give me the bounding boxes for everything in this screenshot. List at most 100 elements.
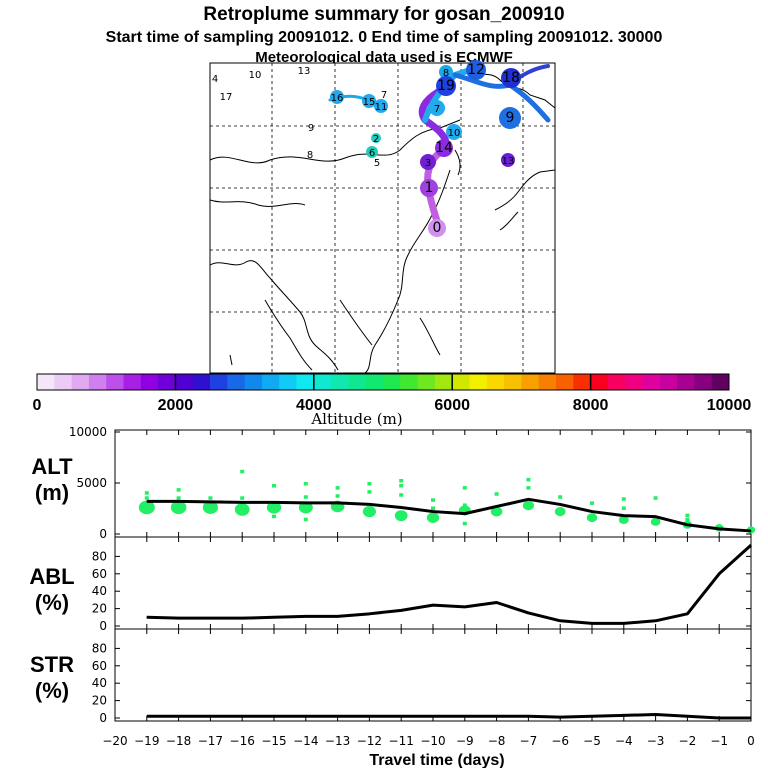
y-tick-label: 5000: [76, 476, 107, 490]
colorbar-tick-label: 4000: [296, 397, 332, 414]
map-day-label: 6: [369, 148, 375, 159]
alt-large-dot: [202, 501, 218, 514]
colorbar-frame: [36, 373, 730, 391]
colorbar-swatch: [175, 374, 194, 390]
colorbar-swatch: [452, 374, 470, 390]
colorbar-swatch: [348, 374, 367, 390]
alt-small-dot: [399, 478, 404, 483]
panel-alt: ALT(m) 0 5000 10000: [31, 425, 756, 541]
alt-large-dot: [650, 517, 661, 526]
alt-small-dot: [653, 496, 658, 500]
series-point: [273, 616, 275, 618]
series-point: [527, 612, 529, 614]
map-trajectory-dot: [366, 146, 378, 158]
y-tick-label: 0: [99, 711, 107, 725]
alt-small-dot: [176, 488, 181, 492]
alt-large-dot: [586, 513, 598, 523]
colorbar-swatch: [71, 374, 90, 390]
x-tick-label: −3: [647, 734, 665, 748]
map-trajectory-dot: [374, 99, 388, 113]
series-point: [178, 617, 180, 619]
series-point: [686, 613, 688, 615]
alt-small-dot: [526, 477, 531, 482]
colorbar-swatch: [677, 374, 695, 390]
map-day-label: 16: [331, 93, 344, 104]
map-day-label: 19: [437, 78, 455, 94]
series-point: [686, 715, 688, 717]
colorbar-swatch: [400, 374, 419, 390]
colorbar-swatch: [590, 374, 609, 390]
map-trajectory-dot: [435, 139, 453, 157]
colorbar-swatch: [140, 374, 159, 390]
altitude-colorbar: 0 2000 4000 6000 8000 10000: [33, 373, 751, 414]
y-tick-label: 60: [92, 567, 107, 581]
panel-frame: [114, 628, 752, 722]
panel-unit: (%): [35, 590, 69, 615]
alt-large-dot: [490, 506, 503, 517]
series-point: [623, 622, 625, 624]
alt-small-dot: [272, 514, 276, 519]
alt-small-dot: [335, 486, 340, 490]
series-point: [432, 604, 434, 606]
series-point: [146, 500, 148, 502]
alt-small-dot: [621, 497, 626, 501]
series-point: [337, 502, 339, 504]
series-point: [241, 501, 243, 503]
x-tick-label: −19: [134, 734, 159, 748]
series-line-alt: [146, 497, 752, 533]
alt-small-dot: [462, 521, 467, 526]
series-point: [305, 615, 307, 617]
series-point: [559, 620, 561, 622]
map-day-label: 1: [425, 180, 434, 196]
colorbar-swatch: [210, 374, 228, 390]
map-day-label: 17: [220, 92, 233, 103]
series-point: [146, 616, 148, 618]
colorbar-swatch: [469, 374, 488, 390]
series-point: [655, 714, 657, 716]
map-day-label: 3: [425, 158, 431, 169]
series-point: [178, 715, 180, 717]
alt-large-dot: [362, 505, 376, 518]
colorbar-swatch: [296, 374, 315, 390]
series-point: [178, 500, 180, 502]
colorbar-tick-label: 2000: [158, 397, 194, 414]
series-point: [305, 715, 307, 717]
colorbar-swatch: [625, 374, 643, 390]
colorbar-swatch: [383, 374, 401, 390]
colorbar-swatch: [227, 374, 246, 390]
map-trajectory-dot: [446, 124, 462, 140]
colorbar-swatch: [538, 374, 557, 390]
series-point: [718, 573, 720, 575]
alt-small-dot: [335, 494, 340, 498]
map-day-label: 18: [502, 70, 520, 86]
panel-unit: (m): [35, 480, 69, 505]
map-day-label: 12: [467, 62, 485, 78]
alt-large-dot: [234, 503, 250, 516]
alt-small-dot: [399, 493, 404, 497]
x-tick-label: −12: [357, 734, 382, 748]
series-point: [655, 516, 657, 518]
y-tick-label: 0: [99, 619, 107, 633]
series-line-abl: [146, 543, 753, 625]
series-point: [337, 615, 339, 617]
series-point: [655, 620, 657, 622]
series-point: [337, 715, 339, 717]
colorbar-swatch: [37, 374, 55, 390]
panel-label: ALT: [31, 454, 73, 479]
colorbar-tick-label: 6000: [434, 397, 470, 414]
alt-small-dot: [144, 491, 149, 495]
panel-frame: [114, 536, 752, 630]
panel-label: STR: [30, 652, 74, 677]
series-point: [209, 501, 211, 503]
y-tick-label: 80: [92, 641, 107, 655]
series-point: [559, 716, 561, 718]
series-point: [241, 617, 243, 619]
series-point: [623, 714, 625, 716]
y-tick-label: 20: [92, 694, 107, 708]
series-point: [464, 715, 466, 717]
alt-small-dot: [462, 486, 467, 490]
alt-large-dot: [426, 512, 440, 523]
series-point: [368, 503, 370, 505]
